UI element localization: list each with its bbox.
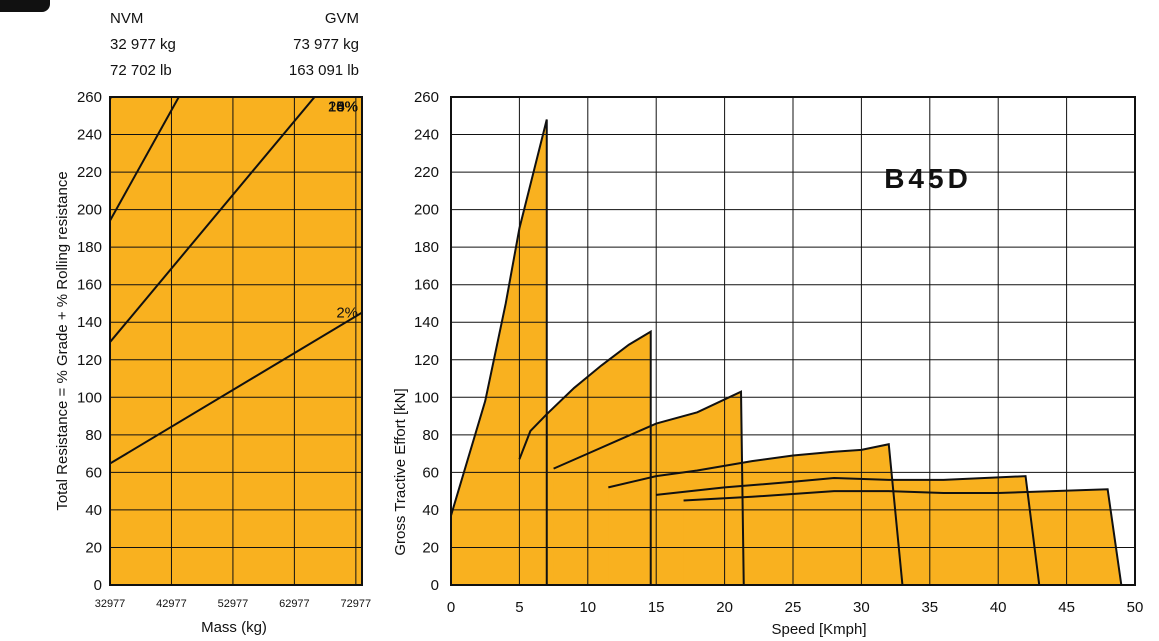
mass-y-tick-label: 160 <box>77 277 102 294</box>
resistance-line-label: 8% <box>336 98 358 115</box>
mass-x-axis-title: Mass (kg) <box>201 619 267 636</box>
speed-x-tick-label: 20 <box>716 599 733 616</box>
mass-y-tick-label: 120 <box>77 352 102 369</box>
speed-y-tick-label: 80 <box>422 427 439 444</box>
resistance-line-8 <box>110 97 113 100</box>
gvm-label: GVM <box>324 10 359 27</box>
resistance-line-label: 4% <box>336 98 358 115</box>
mass-y-tick-label: 180 <box>77 239 102 256</box>
nvm-label: NVM <box>110 10 144 27</box>
resistance-line-label: 2% <box>336 305 358 322</box>
speed-y-axis-title: Gross Tractive Effort [kN] <box>392 388 409 555</box>
chart-title-b45d: B45D <box>884 163 972 194</box>
resistance-line-label: 6% <box>336 98 358 115</box>
speed-y-tick-label: 180 <box>414 239 439 256</box>
mass-y-tick-label: 60 <box>85 464 102 481</box>
speed-y-tick-label: 60 <box>422 464 439 481</box>
speed-y-tick-label: 220 <box>414 164 439 181</box>
mass-y-tick-label: 100 <box>77 389 102 406</box>
speed-x-tick-label: 0 <box>447 599 455 616</box>
mass-x-tick-label: 42977 <box>156 598 187 610</box>
nvm-lb-value: 72 702 lb <box>110 62 172 79</box>
gear-curve-5 <box>656 475 1041 586</box>
gear-curve-3 <box>553 390 745 586</box>
gear-curve-1 <box>450 119 548 585</box>
speed-y-tick-label: 200 <box>414 202 439 219</box>
resistance-line-2 <box>110 311 362 465</box>
gear-curve-6 <box>683 488 1123 586</box>
mass-y-tick-label: 260 <box>77 89 102 106</box>
speed-x-tick-label: 50 <box>1127 599 1144 616</box>
nvm-kg-value: 32 977 kg <box>110 36 176 53</box>
speed-x-axis-title: Speed [Kmph] <box>771 621 866 638</box>
gvm-kg-value: 73 977 kg <box>293 36 359 53</box>
speed-x-tick-label: 5 <box>515 599 523 616</box>
mass-y-tick-label: 40 <box>85 502 102 519</box>
speed-x-tick-label: 40 <box>990 599 1007 616</box>
speed-y-tick-label: 260 <box>414 89 439 106</box>
speed-y-tick-label: 40 <box>422 502 439 519</box>
mass-y-tick-label: 240 <box>77 127 102 144</box>
resistance-line-4 <box>110 97 316 343</box>
resistance-line-label: 15% <box>328 98 358 115</box>
mass-x-tick-label: 32977 <box>95 598 126 610</box>
mass-y-tick-label: 200 <box>77 202 102 219</box>
speed-y-tick-label: 240 <box>414 127 439 144</box>
mass-plot-border <box>109 96 363 586</box>
speed-x-tick-label: 15 <box>648 599 665 616</box>
mass-plot-area <box>110 97 362 585</box>
gvm-lb-value: 163 091 lb <box>288 62 359 79</box>
speed-x-tick-label: 30 <box>853 599 870 616</box>
gear-curve-2 <box>518 329 652 585</box>
corner-tab <box>0 0 50 12</box>
gear-curve-4 <box>608 443 904 586</box>
resistance-line-label: 20% <box>328 98 358 115</box>
speed-y-tick-label: 100 <box>414 389 439 406</box>
mass-x-tick-label: 62977 <box>279 598 310 610</box>
speed-y-tick-label: 140 <box>414 314 439 331</box>
mass-y-tick-label: 80 <box>85 427 102 444</box>
speed-y-tick-label: 20 <box>422 539 439 556</box>
mass-y-axis-title: Total Resistance = % Grade + % Rolling r… <box>54 171 71 510</box>
speed-y-tick-label: 120 <box>414 352 439 369</box>
speed-y-tick-label: 0 <box>431 577 439 594</box>
mass-y-tick-label: 140 <box>77 314 102 331</box>
speed-x-tick-label: 45 <box>1058 599 1075 616</box>
speed-y-tick-label: 160 <box>414 277 439 294</box>
speed-plot-border <box>450 96 1136 586</box>
speed-x-tick-label: 35 <box>921 599 938 616</box>
mass-x-tick-label: 72977 <box>341 598 372 610</box>
gear-envelope-6 <box>683 489 1122 585</box>
mass-x-tick-label: 52977 <box>218 598 249 610</box>
mass-y-tick-label: 0 <box>94 577 102 594</box>
speed-x-tick-label: 25 <box>785 599 802 616</box>
mass-y-tick-label: 220 <box>77 164 102 181</box>
resistance-line-6 <box>110 97 180 222</box>
speed-x-tick-label: 10 <box>579 599 596 616</box>
mass-y-tick-label: 20 <box>85 539 102 556</box>
resistance-line-label: 10% <box>328 98 358 115</box>
